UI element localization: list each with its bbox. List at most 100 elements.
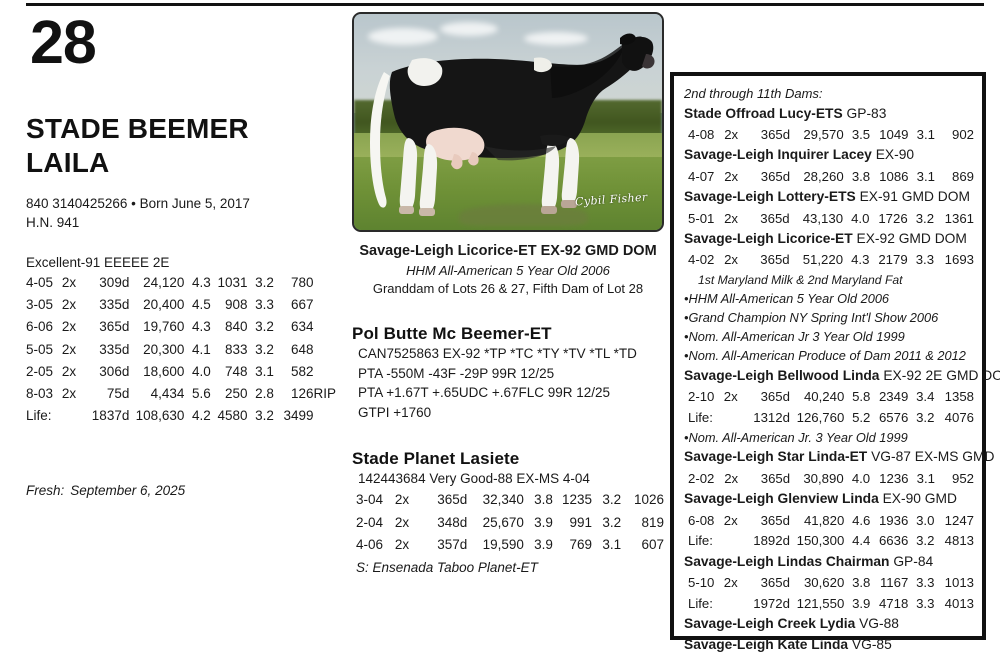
ancestry-record-days: 1892d (753, 533, 790, 549)
ancestry-record-fat: 1167 (879, 575, 909, 591)
ancestry-record-row: 6-08 2x 365d 41,820 4.6 1936 3.0 1247 (688, 510, 974, 531)
dam-record-fat-percent: 3.8 (534, 491, 553, 507)
lactation-protein: 634 (290, 319, 314, 335)
photo-caption-award: HHM All-American 5 Year Old 2006 (406, 262, 610, 278)
ancestry-award: 1st Maryland Milk & 2nd Maryland Fat (698, 272, 903, 287)
lactation-fat-percent: 5.6 (191, 385, 211, 401)
photo-cloud (368, 28, 438, 45)
lactation-milkings: 2x (61, 385, 77, 401)
lactation-milkings: 2x (61, 363, 77, 379)
ancestry-record-fat: 6636 (878, 533, 909, 549)
lactation-milkings: 2x (61, 297, 77, 313)
ancestry-record-milk: 41,820 (803, 512, 845, 528)
ancestry-records-table: 4-07 2x 365d 28,260 3.8 1086 3.1 869 (688, 166, 974, 187)
ancestry-record-milk: 43,130 (802, 210, 844, 226)
ancestry-record-fat-percent: 3.8 (852, 575, 871, 591)
ancestry-record-age: Life: (688, 533, 713, 549)
lactation-note: RIP (313, 385, 336, 401)
ancestry-records-table: 5-01 2x 365d 43,130 4.0 1726 3.2 1361 (688, 208, 974, 229)
lactation-protein-percent: 3.3 (255, 297, 274, 313)
ancestry-record-protein: 4013 (944, 595, 974, 611)
ancestry-record-milkings: 2x (723, 389, 738, 405)
ancestry-record-milk: 40,240 (803, 389, 845, 405)
ancestry-record-row: Life: 1972d 121,550 3.9 4718 3.3 4013 (688, 593, 974, 614)
lactation-milkings: 2x (61, 275, 77, 291)
ancestry-entry: Stade Offroad Lucy-ETS GP-83 4-08 2x 365d 29… (684, 104, 974, 146)
lactation-fat: 250 (225, 385, 248, 401)
ancestry-dam-name: Savage-Leigh Creek Lydia VG-88 (684, 616, 899, 632)
lactation-age: 4-05 (26, 275, 54, 291)
dam-record-fat-percent: 3.9 (534, 537, 553, 553)
lactation-milk: 19,760 (143, 319, 185, 335)
ancestry-record-age: 6-08 (688, 512, 715, 528)
ancestry-dam-classification: EX-90 (875, 147, 915, 163)
ancestry-record-milkings: 2x (724, 126, 739, 142)
photo-caption: Savage-Leigh Licorice-ET EX-92 GMD DOM H… (352, 242, 664, 298)
lactation-protein: 667 (290, 297, 314, 313)
lactation-protein-percent: 3.1 (255, 363, 274, 379)
lactation-protein: 126 (290, 385, 314, 401)
photo-caption-relation: Granddam of Lots 26 & 27, Fifth Dam of L… (372, 280, 644, 296)
dam-record-row: 2-04 2x 348d 25,670 3.9 991 3.2 819 (356, 511, 664, 534)
ancestry-record-fat-percent: 3.8 (851, 168, 871, 184)
lactation-fat-percent: 4.3 (191, 319, 211, 335)
ancestry-record-row: 4-07 2x 365d 28,260 3.8 1086 3.1 869 (688, 166, 974, 187)
dam-record-row: 3-04 2x 365d 32,340 3.8 1235 3.2 1026 (356, 488, 664, 511)
ancestry-bullet: •Nom. All-American Jr 3 Year Old 1999 (684, 329, 905, 345)
lactation-days: 365d (99, 319, 130, 335)
lactation-note (313, 316, 336, 338)
lactation-row: 4-05 2x 309d 24,120 4.3 1031 3.2 780 (26, 272, 336, 294)
ancestry-record-days: 1312d (753, 409, 790, 425)
lifetime-note (313, 405, 336, 427)
fresh-label: Fresh: (26, 482, 65, 498)
ancestry-entry: Savage-Leigh Glenview Linda EX-90 GMD 6-0… (684, 489, 974, 552)
ancestry-records-table: 2-10 2x 365d 40,240 5.8 2349 3.4 1358 Life: 1312d… (688, 387, 974, 429)
lactation-protein-percent: 2.8 (255, 385, 274, 401)
lactation-note (313, 360, 336, 382)
ancestry-bullet: •Grand Champion NY Spring Int'l Show 200… (684, 310, 939, 326)
ancestry-record-fat-percent: 3.5 (851, 126, 871, 142)
ancestry-dam-name: Stade Offroad Lucy-ETS GP-83 (684, 105, 887, 121)
ancestry-record-days: 365d (760, 470, 791, 486)
ancestry-record-milkings: 2x (724, 168, 739, 184)
classification-score: Excellent-91 EEEEE 2E (26, 254, 170, 270)
dam-record-days: 348d (437, 514, 468, 530)
ancestry-dam-name: Savage-Leigh Licorice-ET EX-92 GMD DOM (684, 230, 967, 246)
dam-record-row: 4-06 2x 357d 19,590 3.9 769 3.1 607 (356, 534, 664, 557)
lactation-milk: 20,300 (143, 341, 185, 357)
lactation-fat: 748 (225, 363, 248, 379)
dam-record-days: 365d (437, 491, 468, 507)
ancestry-record-protein: 902 (951, 126, 974, 142)
ancestry-record-fat: 1086 (879, 168, 909, 184)
ancestry-bullet: •HHM All-American 5 Year Old 2006 (684, 290, 890, 306)
lactation-protein-percent: 3.2 (255, 275, 274, 291)
animal-name-line-2: LAILA (26, 147, 110, 179)
ancestry-record-protein: 4813 (944, 533, 974, 549)
ancestry-record-milkings: 2x (723, 575, 738, 591)
lactation-fat-percent: 4.3 (191, 275, 211, 291)
ancestry-record-protein-percent: 3.3 (916, 575, 935, 591)
ancestry-record-fat-percent: 4.6 (852, 512, 871, 528)
ancestry-record-fat-percent: 4.0 (851, 210, 870, 226)
ancestry-dam-classification: VG-88 (859, 616, 899, 632)
lactation-age: 2-05 (26, 363, 54, 379)
dam-id-line: 142443684 Very Good-88 EX-MS 4-04 (358, 470, 590, 486)
lactation-records-table: 4-05 2x 309d 24,120 4.3 1031 3.2 780 3-05 2x 335d 2… (26, 272, 336, 427)
lactation-row: 3-05 2x 335d 20,400 4.5 908 3.3 667 (26, 294, 336, 316)
dam-record-fat: 769 (569, 537, 593, 553)
ancestry-record-protein: 1013 (944, 575, 974, 591)
ancestry-record-row: 4-08 2x 365d 29,570 3.5 1049 3.1 902 (688, 124, 974, 145)
ancestry-record-milkings: 2x (724, 470, 739, 486)
ancestry-record-protein-percent: 3.0 (916, 512, 935, 528)
ancestry-record-fat: 2179 (878, 252, 908, 268)
dam-record-age: 3-04 (356, 491, 384, 507)
ancestry-dam-name: Savage-Leigh Glenview Linda EX-90 GMD (684, 491, 957, 507)
ancestry-record-fat-percent: 5.2 (852, 409, 871, 425)
holstein-cow-figure (370, 33, 655, 216)
lactation-fat: 908 (225, 297, 248, 313)
ancestry-record-milk: 30,620 (803, 575, 845, 591)
dam-block: Stade Planet Lasiete 142443684 Very Good… (352, 449, 664, 575)
fresh-date-value: September 6, 2025 (70, 482, 186, 498)
ancestry-record-fat: 1726 (878, 210, 908, 226)
ancestry-record-row: 2-02 2x 365d 30,890 4.0 1236 3.1 952 (688, 468, 974, 489)
